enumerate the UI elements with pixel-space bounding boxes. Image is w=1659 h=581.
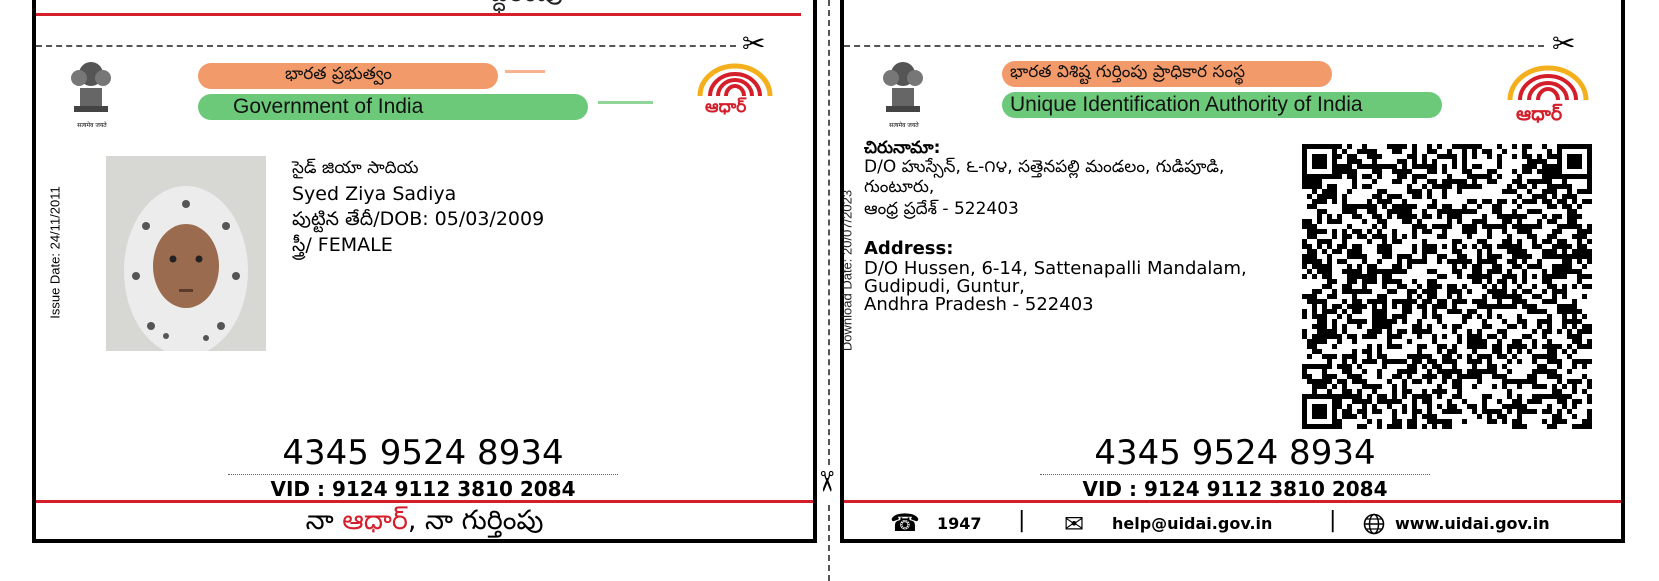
header-english: Government of India	[233, 95, 424, 118]
footer-tagline: నా ఆధార్, నా గుర్తింపు	[36, 505, 813, 543]
email-address: help@uidai.gov.in	[1112, 514, 1273, 533]
phone-number: 1947	[937, 514, 982, 533]
phone-icon: ☎	[890, 509, 920, 537]
header-telugu: భారత విశిష్ట గుర్తింపు ప్రాధికార సంస్థ	[1010, 62, 1245, 82]
download-date: Download Date: 20/07/2023	[839, 189, 855, 352]
cut-line-left	[36, 45, 736, 47]
address-telugu-line: ఆంధ్ర ప్రదేశ్ - 522403	[864, 199, 1019, 219]
address-english-line: Andhra Pradesh - 522403	[864, 294, 1094, 315]
right-card-frame	[840, 0, 1625, 543]
cut-line-vertical	[828, 0, 830, 465]
emblem-caption: सत्यमेव जयते	[889, 122, 919, 129]
aadhaar-logo-icon	[1502, 62, 1594, 120]
website: www.uidai.gov.in	[1395, 514, 1550, 533]
address-telugu-line: D/O హుస్సేన్, ౬-౧౪, సత్తెనపల్లి మండలం, గ…	[864, 157, 1225, 177]
number-underline	[228, 474, 618, 475]
vid-number: VID : 9124 9112 3810 2084	[270, 477, 576, 501]
aadhaar-logo-icon	[692, 60, 778, 116]
cut-line-vertical	[828, 505, 830, 581]
date-of-birth: పుట్టిన తేదీ/DOB: 05/03/2009	[292, 208, 545, 230]
vid-number: VID : 9124 9112 3810 2084	[1082, 477, 1388, 501]
scissors-icon: ✂	[810, 469, 844, 494]
number-underline	[1040, 474, 1430, 475]
issue-date: Issue Date: 24/11/2011	[47, 186, 63, 319]
top-strip-text: ద్ధరింపు	[490, 0, 563, 14]
emblem-caption: सत्यमेव जयते	[77, 122, 107, 129]
tagline-aadhaar: ఆధార్	[342, 505, 408, 536]
scissors-icon: ✂	[742, 27, 766, 60]
qr-code	[1302, 144, 1592, 430]
address-english-line: D/O Hussen, 6-14, Sattenapalli Mandalam,	[864, 258, 1247, 279]
address-english-line: Gudipudi, Guntur,	[864, 276, 1025, 297]
aadhaar-number: 4345 9524 8934	[282, 433, 564, 473]
top-strip-red-line	[36, 13, 801, 16]
separator: |	[1329, 508, 1337, 533]
address-english-label: Address:	[864, 238, 954, 259]
left-card-frame	[32, 0, 817, 543]
address-telugu-line: గుంటూరు,	[864, 177, 935, 197]
green-band	[198, 94, 588, 120]
aadhaar-logo-text: ఆధార్	[705, 97, 747, 117]
email-icon: ✉	[1064, 510, 1085, 538]
tagline-part1: నా	[305, 505, 343, 536]
header-english: Unique Identification Authority of India	[1010, 93, 1363, 116]
national-emblem-icon	[878, 58, 928, 120]
saffron-band	[1002, 61, 1332, 87]
holder-photo	[106, 156, 266, 351]
address-telugu-label: చిరునామా:	[864, 138, 941, 158]
saffron-band	[198, 63, 498, 89]
footer-red-line	[36, 500, 813, 503]
national-emblem-icon	[66, 58, 116, 120]
saffron-dash	[505, 70, 545, 73]
aadhaar-number: 4345 9524 8934	[1094, 433, 1376, 473]
header-telugu: భారత ప్రభుత్వం	[285, 64, 392, 84]
separator: |	[1018, 508, 1026, 533]
green-dash	[598, 101, 653, 104]
green-band	[1002, 92, 1442, 118]
scissors-icon: ✂	[1552, 27, 1576, 60]
globe-icon	[1363, 513, 1385, 535]
tagline-part3: , నా గుర్తింపు	[407, 505, 544, 536]
footer-red-line	[844, 500, 1621, 503]
name-english: Syed Ziya Sadiya	[292, 183, 457, 205]
gender: స్త్రీ/ FEMALE	[292, 234, 393, 256]
aadhaar-logo-text: ఆధార్	[1516, 103, 1563, 125]
cut-line-right	[844, 45, 1544, 47]
name-telugu: సైడ్ జియా సాదియ	[292, 158, 419, 178]
